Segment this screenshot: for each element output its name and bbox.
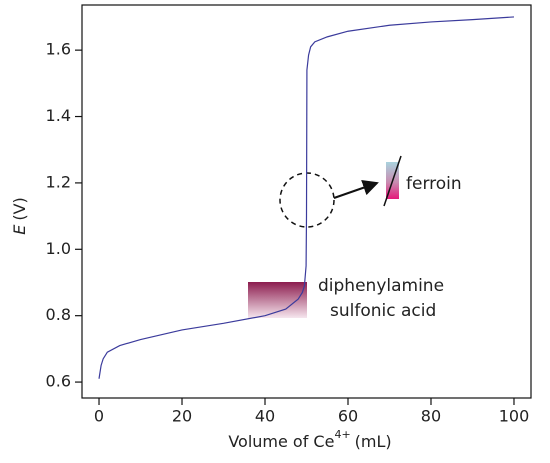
x-tick-label: 80 xyxy=(421,407,441,426)
annotation: sulfonic acid xyxy=(330,301,436,321)
x-tick-label: 100 xyxy=(499,407,530,426)
curve xyxy=(98,16,515,379)
x-axis-label-text: Volume of Ce xyxy=(228,432,334,451)
annotation: ferroin xyxy=(406,174,462,194)
x-tick-label: 0 xyxy=(94,407,104,426)
indicator-range-box xyxy=(248,282,307,318)
x-tick-label: 40 xyxy=(255,407,275,426)
y-tick-label: 1.2 xyxy=(46,172,71,191)
plot-frame xyxy=(81,4,532,399)
y-tick-label: 0.6 xyxy=(46,372,71,391)
indicator-slash xyxy=(383,155,402,207)
y-axis-label-symbol: E xyxy=(10,224,29,235)
x-axis-label-unit: (mL) xyxy=(355,432,392,451)
annotation: diphenylamine xyxy=(318,276,444,296)
y-tick-label: 1.4 xyxy=(46,106,71,125)
y-tick-label: 1.6 xyxy=(46,40,71,59)
y-axis-label-unit: (V) xyxy=(10,197,29,220)
y-tick-label: 0.8 xyxy=(46,305,71,324)
x-tick-label: 60 xyxy=(338,407,358,426)
x-axis-label: Volume of Ce4+ (mL) xyxy=(228,428,391,451)
x-tick-label: 20 xyxy=(172,407,192,426)
y-axis-label: E (V) xyxy=(10,197,29,235)
arrow xyxy=(333,180,379,199)
y-tick-label: 1.0 xyxy=(46,239,71,258)
x-axis-label-superscript: 4+ xyxy=(334,428,350,441)
